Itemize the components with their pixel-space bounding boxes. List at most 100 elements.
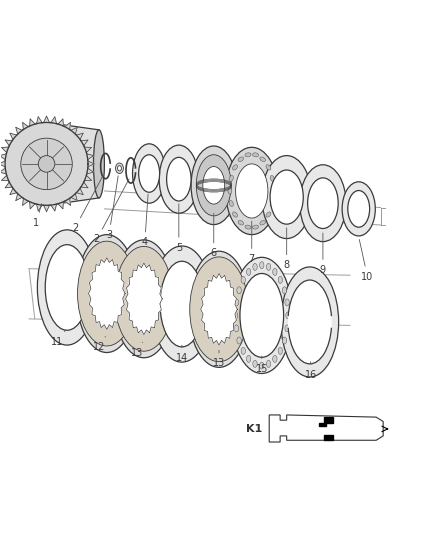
Ellipse shape <box>160 261 204 347</box>
Ellipse shape <box>45 245 89 330</box>
Polygon shape <box>85 147 92 152</box>
Ellipse shape <box>285 299 289 306</box>
Ellipse shape <box>229 200 233 206</box>
Ellipse shape <box>283 287 286 294</box>
Ellipse shape <box>240 273 284 357</box>
Polygon shape <box>76 133 83 140</box>
Ellipse shape <box>233 312 238 319</box>
Polygon shape <box>81 140 88 146</box>
Ellipse shape <box>159 145 198 213</box>
Polygon shape <box>58 119 64 126</box>
Ellipse shape <box>236 164 268 218</box>
Ellipse shape <box>188 251 250 367</box>
Ellipse shape <box>190 257 248 362</box>
Ellipse shape <box>273 356 277 362</box>
Text: 6: 6 <box>211 213 217 259</box>
Polygon shape <box>36 117 42 124</box>
Polygon shape <box>10 188 17 195</box>
Ellipse shape <box>37 230 97 345</box>
Ellipse shape <box>241 348 245 354</box>
Polygon shape <box>23 123 28 130</box>
Polygon shape <box>5 182 12 188</box>
Ellipse shape <box>228 188 232 194</box>
Text: 3: 3 <box>106 176 118 240</box>
Ellipse shape <box>5 123 88 205</box>
Ellipse shape <box>234 299 239 306</box>
Text: 7: 7 <box>249 221 255 264</box>
Ellipse shape <box>247 356 251 362</box>
Ellipse shape <box>229 175 233 181</box>
Text: 11: 11 <box>51 330 66 346</box>
Text: 16: 16 <box>304 362 317 380</box>
Text: 8: 8 <box>284 228 290 270</box>
Ellipse shape <box>133 144 166 203</box>
Text: K1: K1 <box>246 424 262 434</box>
Polygon shape <box>88 161 94 167</box>
Ellipse shape <box>260 221 265 225</box>
Polygon shape <box>2 175 9 181</box>
Polygon shape <box>0 168 6 174</box>
Polygon shape <box>44 205 49 212</box>
Polygon shape <box>324 417 332 423</box>
Ellipse shape <box>266 360 271 367</box>
Ellipse shape <box>300 165 346 241</box>
Ellipse shape <box>342 182 375 236</box>
Ellipse shape <box>266 165 271 170</box>
Ellipse shape <box>283 337 286 344</box>
Ellipse shape <box>245 225 251 229</box>
Ellipse shape <box>203 166 225 204</box>
Polygon shape <box>269 415 383 442</box>
Ellipse shape <box>151 246 212 362</box>
Text: 15: 15 <box>256 356 268 374</box>
Text: 4: 4 <box>142 194 148 247</box>
Ellipse shape <box>231 257 292 374</box>
Polygon shape <box>16 127 22 134</box>
Polygon shape <box>44 116 49 123</box>
Ellipse shape <box>117 166 121 171</box>
Ellipse shape <box>273 269 277 276</box>
Ellipse shape <box>278 348 283 354</box>
Polygon shape <box>0 161 5 167</box>
Ellipse shape <box>113 240 174 358</box>
Ellipse shape <box>237 287 241 294</box>
Ellipse shape <box>166 157 191 201</box>
Polygon shape <box>30 119 35 126</box>
Polygon shape <box>85 175 92 181</box>
Polygon shape <box>87 154 94 159</box>
Polygon shape <box>5 140 12 146</box>
Ellipse shape <box>139 155 159 192</box>
Ellipse shape <box>266 263 271 270</box>
Text: 13: 13 <box>213 350 225 368</box>
Ellipse shape <box>234 325 239 332</box>
Polygon shape <box>88 258 125 329</box>
Text: 9: 9 <box>320 233 326 275</box>
Ellipse shape <box>21 138 72 190</box>
Ellipse shape <box>253 153 258 157</box>
Ellipse shape <box>266 212 271 217</box>
Ellipse shape <box>285 325 289 332</box>
Ellipse shape <box>260 362 264 369</box>
Polygon shape <box>319 423 326 426</box>
Polygon shape <box>71 193 77 200</box>
Polygon shape <box>30 202 35 209</box>
Polygon shape <box>2 147 9 152</box>
Ellipse shape <box>247 269 251 276</box>
Ellipse shape <box>307 178 338 229</box>
Ellipse shape <box>116 163 124 174</box>
Ellipse shape <box>196 155 231 216</box>
Text: 2: 2 <box>72 175 103 233</box>
Polygon shape <box>81 182 88 188</box>
Text: 12: 12 <box>93 336 106 352</box>
Polygon shape <box>71 127 77 134</box>
Polygon shape <box>58 202 64 209</box>
Ellipse shape <box>245 153 251 157</box>
Ellipse shape <box>115 246 173 351</box>
Ellipse shape <box>270 175 274 181</box>
Ellipse shape <box>226 147 278 235</box>
Ellipse shape <box>253 225 258 229</box>
Ellipse shape <box>238 221 244 225</box>
Ellipse shape <box>286 312 290 319</box>
Ellipse shape <box>233 212 237 217</box>
Ellipse shape <box>238 157 244 161</box>
Polygon shape <box>46 123 99 205</box>
